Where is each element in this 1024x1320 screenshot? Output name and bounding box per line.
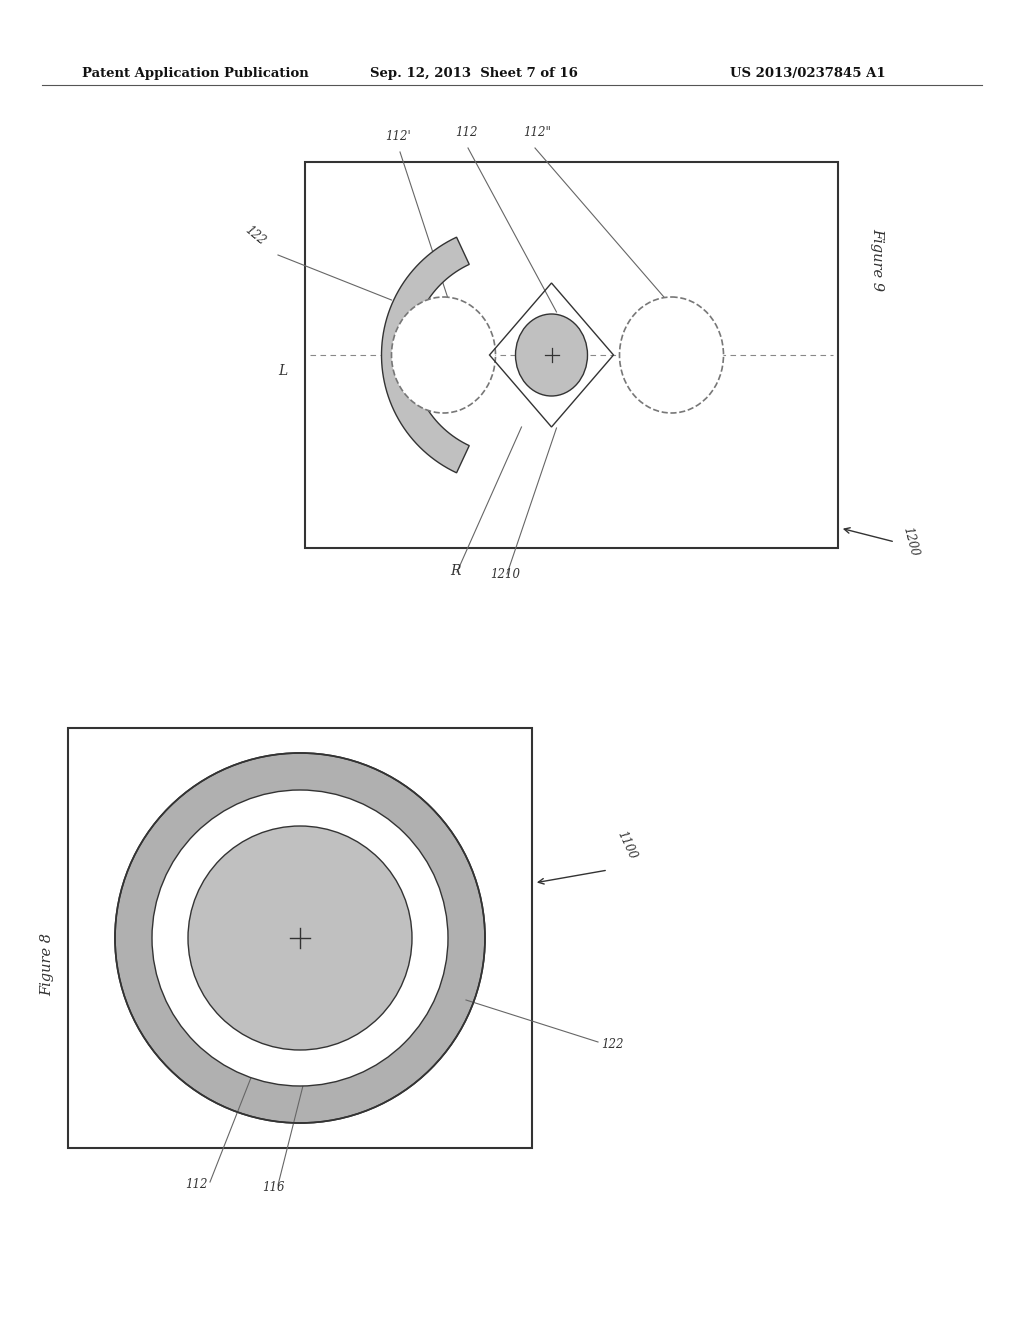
Ellipse shape <box>620 297 724 413</box>
Bar <box>68 729 532 1148</box>
Text: Patent Application Publication: Patent Application Publication <box>82 66 309 79</box>
Text: 1210: 1210 <box>490 568 520 581</box>
Text: R: R <box>450 564 461 578</box>
Text: 112": 112" <box>523 125 551 139</box>
Ellipse shape <box>515 314 588 396</box>
Text: 1200: 1200 <box>900 525 921 558</box>
Text: 116: 116 <box>262 1181 285 1195</box>
Bar <box>305 162 838 548</box>
Text: L: L <box>278 364 288 378</box>
Text: 112: 112 <box>455 125 477 139</box>
Text: Figure 9: Figure 9 <box>870 228 884 292</box>
Text: Sep. 12, 2013  Sheet 7 of 16: Sep. 12, 2013 Sheet 7 of 16 <box>370 66 578 79</box>
Text: 112': 112' <box>385 129 411 143</box>
Text: 112: 112 <box>185 1177 208 1191</box>
Text: 122: 122 <box>601 1038 624 1051</box>
Text: Figure 8: Figure 8 <box>40 933 54 997</box>
Text: US 2013/0237845 A1: US 2013/0237845 A1 <box>730 66 886 79</box>
Text: 122: 122 <box>242 223 267 248</box>
Ellipse shape <box>391 297 496 413</box>
Text: 1100: 1100 <box>614 829 638 861</box>
Ellipse shape <box>152 789 449 1086</box>
Polygon shape <box>382 238 469 473</box>
Ellipse shape <box>188 826 412 1049</box>
Ellipse shape <box>115 752 485 1123</box>
